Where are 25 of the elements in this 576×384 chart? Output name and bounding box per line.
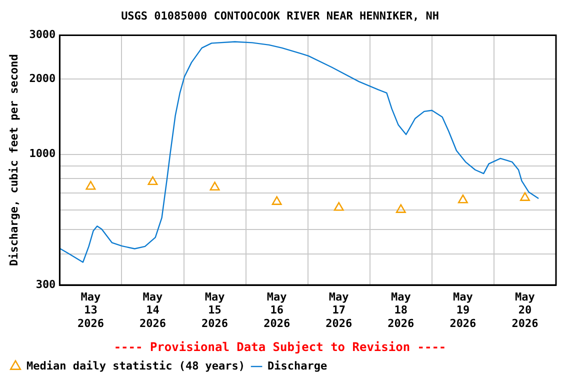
x-tick-label: May 15 2026 [202,290,228,330]
x-tick-label: May 18 2026 [388,290,415,330]
y-axis-title: Discharge, cubic feet per second [7,54,20,266]
y-tick-label: 2000 [29,72,56,86]
legend-label: Median daily statistic (48 years) [26,359,246,372]
point [334,202,344,211]
text: ---- Provisional Data Subject to Revision ---- [114,340,446,354]
x-tick-label: May 19 2026 [450,290,477,330]
x-tick-label: May 13 2026 [77,290,104,330]
x-tick-label: May 17 2026 [326,290,352,330]
point [520,192,530,201]
legend-label: Discharge [268,359,328,372]
y-tick-label: 1000 [29,147,56,160]
point [210,182,220,190]
x-tick-label: May 20 2026 [512,290,539,330]
point [272,196,282,205]
chart-title: USGS 01085000 CONTOOCOOK RIVER NEAR HENNIKER, NH [121,9,439,22]
y-tick-label: 3000 [29,28,56,42]
point [148,176,158,186]
point [458,194,468,204]
x-tick-label: May 14 2026 [140,290,166,330]
y-tick-label: 300 [36,278,56,291]
point [86,180,96,190]
point [396,204,406,213]
x-tick-label: May 16 2026 [264,290,290,330]
